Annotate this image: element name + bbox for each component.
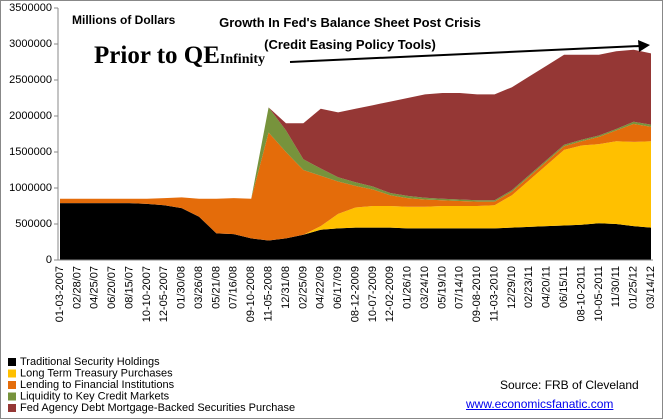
x-tick-label: 10-10-2007	[141, 266, 153, 322]
x-tick-label: 08-10-2011	[575, 266, 587, 321]
legend-swatch	[8, 369, 16, 378]
x-tick-label: 04/25/07	[89, 266, 101, 309]
chart-title: Growth In Fed's Balance Sheet Post Crisi…	[219, 15, 481, 52]
x-tick-label: 12/29/10	[506, 266, 518, 309]
x-tick-label: 12/31/08	[280, 266, 292, 309]
x-tick-label: 08-12-2009	[349, 266, 361, 322]
annotation-subscript: Infinity	[219, 52, 266, 67]
legend-swatch	[8, 381, 16, 389]
legend-swatch	[8, 404, 16, 412]
legend-label: Fed Agency Debt Mortgage-Backed Securiti…	[20, 402, 295, 414]
x-tick-label: 06/20/07	[106, 266, 118, 309]
x-tick-label: 06/17/09	[332, 266, 344, 309]
area	[60, 49, 651, 201]
x-tick-label: 01-03-2007	[54, 266, 66, 322]
y-axis-label: Millions of Dollars	[72, 13, 176, 27]
legend-label: Liquidity to Key Credit Markets	[20, 390, 170, 402]
y-tick-label: 500000	[15, 218, 52, 230]
x-tick-label: 03/24/10	[419, 266, 431, 309]
y-tick-label: 1000000	[9, 182, 52, 194]
website: www.economicsfanatic.com	[466, 397, 614, 411]
x-tick-label: 02/28/07	[71, 266, 83, 309]
x-tick-label: 11-05-2008	[262, 266, 274, 321]
y-tick-label: 0	[46, 254, 52, 266]
x-tick-label: 07/14/10	[454, 266, 466, 309]
area	[60, 123, 651, 241]
area	[60, 203, 651, 260]
x-tick-label: 02/25/09	[297, 266, 309, 309]
x-tick-label: 03/26/08	[193, 266, 205, 309]
area	[60, 107, 651, 202]
x-tick-label: 12-02-2009	[384, 266, 396, 322]
x-tick-label: 04/20/11	[541, 266, 553, 308]
y-tick-label: 2000000	[9, 110, 52, 122]
x-tick-label: 10-07-2009	[367, 266, 379, 322]
legend-label: Lending to Financial Institutions	[20, 379, 175, 391]
x-tick-label: 05/21/08	[210, 266, 222, 309]
annotation-text: Prior to QE	[94, 42, 220, 69]
x-tick-label: 07/16/08	[228, 266, 240, 309]
x-tick-label: 03/14/12	[645, 266, 657, 309]
y-tick-label: 2500000	[9, 74, 52, 86]
annotation: Prior to QEInfinity	[94, 42, 265, 70]
x-tick-label: 06/15/11	[558, 266, 570, 308]
source: Source: FRB of Cleveland	[500, 378, 639, 392]
x-tick-label: 09-10-2008	[245, 266, 257, 322]
x-tick-label: 01/25/12	[628, 266, 640, 309]
x-tick-label: 04/22/09	[315, 266, 327, 309]
arrow-head	[638, 40, 650, 52]
x-tick-label: 01/30/08	[176, 266, 188, 309]
arrow	[289, 45, 641, 63]
y-tick-label: 3500000	[9, 2, 52, 14]
y-tick-label: 3000000	[9, 38, 52, 50]
legend-label: Traditional Security Holdings	[20, 356, 160, 368]
legend-label: Long Term Treasury Purchases	[20, 367, 173, 379]
x-tick-label: 11-03-2010	[488, 266, 500, 321]
x-tick-label: 08/15/07	[123, 266, 135, 309]
x-tick-label: 11/30/11	[610, 266, 622, 307]
legend-swatch	[8, 392, 16, 401]
x-tick-label: 01/26/10	[402, 266, 414, 309]
y-tick-label: 1500000	[9, 146, 52, 158]
x-tick-label: 05/19/10	[436, 266, 448, 309]
x-tick-label: 02/23/11	[523, 266, 535, 308]
area	[60, 141, 651, 241]
legend-swatch	[8, 358, 16, 366]
x-tick-label: 10-05-2011	[593, 266, 605, 321]
x-tick-label: 09-08-2010	[471, 266, 483, 322]
x-tick-label: 12-05-2007	[158, 266, 170, 322]
